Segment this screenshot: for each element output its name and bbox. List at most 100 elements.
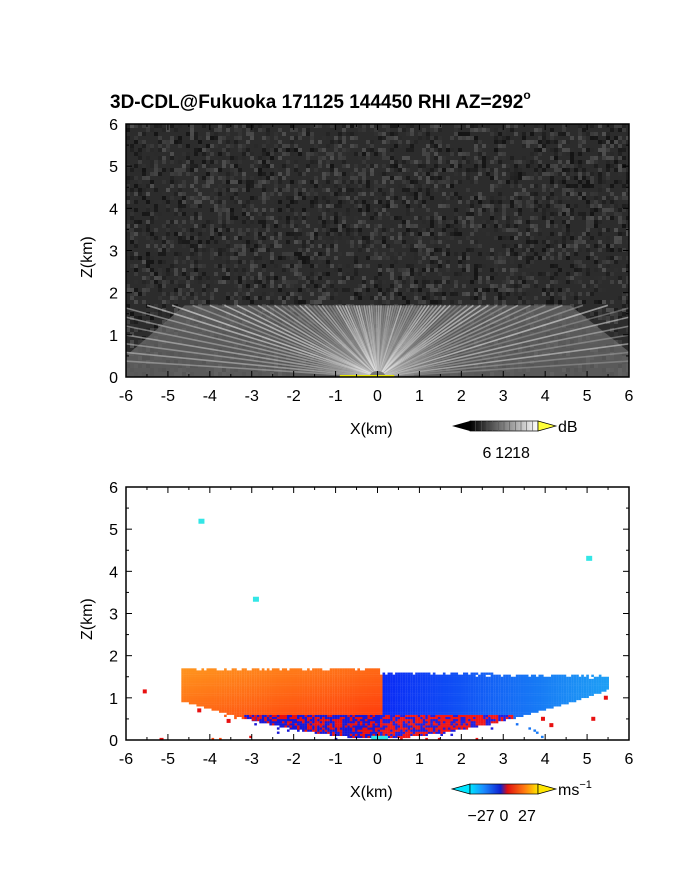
noise-cell <box>422 252 426 256</box>
velocity-cell <box>377 718 381 722</box>
noise-cell <box>382 124 386 128</box>
noise-cell <box>194 260 198 264</box>
noise-cell <box>606 236 610 240</box>
velocity-cell <box>390 735 393 739</box>
velocity-cell <box>485 721 489 724</box>
noise-cell <box>426 208 430 212</box>
noise-cell <box>274 232 278 236</box>
noise-cell <box>262 200 266 204</box>
velocity-cell <box>339 733 343 736</box>
noise-cell <box>454 284 458 288</box>
noise-cell <box>434 216 438 220</box>
velocity-cell <box>457 725 461 728</box>
noise-cell <box>130 256 134 260</box>
velocity-cell <box>281 718 285 722</box>
noise-cell <box>382 256 386 260</box>
noise-cell <box>178 200 182 204</box>
noise-cell <box>406 184 410 188</box>
noise-cell <box>242 156 246 160</box>
noise-cell <box>150 164 154 168</box>
noise-cell <box>390 148 394 152</box>
noise-cell <box>258 300 262 304</box>
noise-cell <box>442 168 446 172</box>
noise-cell <box>274 180 278 184</box>
noise-cell <box>326 244 330 248</box>
noise-cell <box>378 288 382 292</box>
noise-cell <box>170 192 174 196</box>
noise-cell <box>318 148 322 152</box>
noise-cell <box>386 232 390 236</box>
noise-cell <box>498 160 502 164</box>
velocity-cell <box>442 721 446 724</box>
noise-cell <box>318 296 322 300</box>
noise-cell <box>374 164 378 168</box>
velocity-cell <box>349 718 353 722</box>
velocity-cell <box>405 727 408 730</box>
noise-cell <box>270 164 274 168</box>
noise-cell <box>450 160 454 164</box>
noise-cell <box>526 264 530 268</box>
noise-cell <box>282 280 286 284</box>
noise-cell <box>206 148 210 152</box>
noise-cell <box>430 220 434 224</box>
noise-cell <box>598 124 602 128</box>
noise-cell <box>310 124 314 128</box>
velocity-cell <box>269 716 272 720</box>
noise-cell <box>334 292 338 296</box>
noise-cell <box>142 152 146 156</box>
noise-cell <box>302 300 306 304</box>
velocity-cell <box>324 731 328 734</box>
noise-cell <box>314 276 318 280</box>
noise-cell <box>454 164 458 168</box>
noise-cell <box>130 148 134 152</box>
noise-cell <box>550 212 554 216</box>
noise-cell <box>246 292 250 296</box>
velocity-cell <box>447 727 451 730</box>
velocity-cell <box>274 716 278 720</box>
noise-cell <box>574 156 578 160</box>
noise-cell <box>150 272 154 276</box>
noise-cell <box>130 292 134 296</box>
noise-cell <box>218 216 222 220</box>
noise-cell <box>386 132 390 136</box>
noise-cell <box>438 300 442 304</box>
velocity-cell <box>445 723 449 726</box>
noise-cell <box>150 308 154 312</box>
noise-cell <box>586 284 590 288</box>
velocity-cell <box>339 723 343 726</box>
noise-cell <box>598 280 602 284</box>
noise-cell <box>142 124 146 128</box>
noise-cell <box>482 156 486 160</box>
noise-cell <box>450 148 454 152</box>
noise-cell <box>182 184 186 188</box>
noise-cell <box>258 296 262 300</box>
noise-cell <box>614 256 618 260</box>
noise-cell <box>290 280 294 284</box>
noise-cell <box>538 144 542 148</box>
velocity-cell <box>374 727 378 730</box>
velocity-cell <box>445 718 449 722</box>
noise-cell <box>134 252 138 256</box>
noise-cell <box>546 236 550 240</box>
noise-cell <box>434 244 438 248</box>
noise-cell <box>422 232 426 236</box>
velocity-cell <box>395 723 398 726</box>
noise-cell <box>226 244 230 248</box>
noise-cell <box>458 124 462 128</box>
noise-cell <box>518 240 522 244</box>
noise-cell <box>146 244 150 248</box>
noise-cell <box>382 152 386 156</box>
noise-cell <box>378 172 382 176</box>
noise-cell <box>582 216 586 220</box>
noise-cell <box>530 276 534 280</box>
noise-cell <box>238 228 242 232</box>
velocity-cell <box>407 723 411 726</box>
velocity-cell <box>314 723 318 726</box>
noise-cell <box>174 272 178 276</box>
velocity-cell <box>317 716 320 720</box>
noise-cell <box>182 180 186 184</box>
noise-cell <box>422 288 426 292</box>
velocity-cell <box>349 727 353 730</box>
noise-cell <box>362 236 366 240</box>
noise-cell <box>510 276 514 280</box>
